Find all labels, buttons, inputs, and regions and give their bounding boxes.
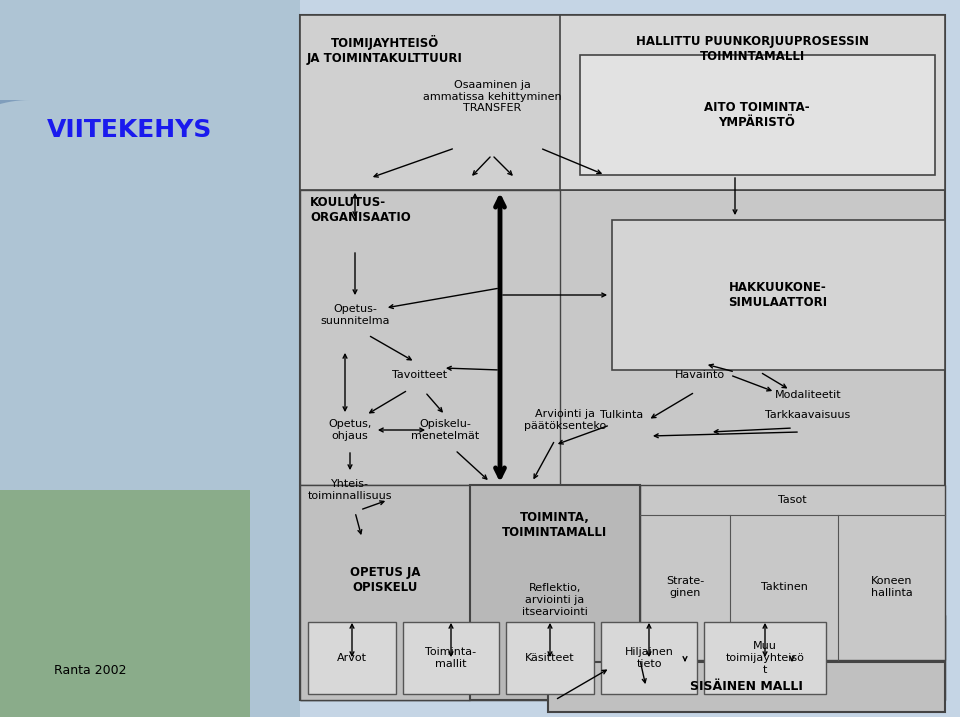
Bar — [612, 220, 945, 370]
Text: HALLITTU PUUNKORJUUPROSESSIN
TOIMINTAMALLI: HALLITTU PUUNKORJUUPROSESSIN TOIMINTAMAL… — [636, 35, 869, 63]
Bar — [640, 485, 945, 660]
Bar — [470, 485, 640, 700]
Bar — [0, 490, 250, 717]
Text: KOULUTUS-
ORGANISAATIO: KOULUTUS- ORGANISAATIO — [310, 196, 411, 224]
Text: Tarkkaavaisuus: Tarkkaavaisuus — [765, 410, 851, 420]
Text: Käsitteet: Käsitteet — [525, 653, 575, 663]
Bar — [308, 622, 396, 694]
Bar — [506, 622, 594, 694]
Text: Toiminta-
mallit: Toiminta- mallit — [425, 647, 476, 669]
Text: Reflektio,
arviointi ja
itsearviointi: Reflektio, arviointi ja itsearviointi — [522, 584, 588, 617]
Text: Ranta 2002: Ranta 2002 — [54, 663, 127, 677]
Bar — [548, 662, 945, 712]
Text: Yhteis-
toiminnallisuus: Yhteis- toiminnallisuus — [308, 479, 393, 500]
Polygon shape — [0, 100, 30, 680]
Text: Opiskelu-
menetelmät: Opiskelu- menetelmät — [411, 419, 479, 441]
Bar — [560, 15, 945, 190]
Text: SISÄINEN MALLI: SISÄINEN MALLI — [689, 680, 803, 693]
Bar — [403, 622, 499, 694]
Text: Havainto: Havainto — [675, 370, 725, 380]
Bar — [704, 622, 826, 694]
Text: VIITEKEHYS: VIITEKEHYS — [47, 118, 213, 142]
Text: Arvot: Arvot — [337, 653, 367, 663]
Text: Modaliteetit: Modaliteetit — [775, 390, 841, 400]
Bar — [300, 15, 945, 700]
Text: Arviointi ja
päätöksenteko: Arviointi ja päätöksenteko — [524, 409, 606, 431]
Bar — [300, 485, 470, 700]
Text: Opetus-
suunnitelma: Opetus- suunnitelma — [321, 304, 390, 326]
Text: HAKKUUKONE-
SIMULAATTORI: HAKKUUKONE- SIMULAATTORI — [729, 281, 828, 309]
Text: Tasot: Tasot — [778, 495, 806, 505]
Text: TOIMINTA,
TOIMINTAMALLI: TOIMINTA, TOIMINTAMALLI — [502, 511, 608, 539]
Text: Strate-
ginen: Strate- ginen — [666, 576, 704, 598]
Text: Tulkinta: Tulkinta — [600, 410, 643, 420]
Text: Opetus,
ohjaus: Opetus, ohjaus — [328, 419, 372, 441]
Bar — [300, 15, 945, 190]
Text: Koneen
hallinta: Koneen hallinta — [871, 576, 913, 598]
Text: AITO TOIMINTA-
YMPÄRISTÖ: AITO TOIMINTA- YMPÄRISTÖ — [705, 101, 810, 129]
Text: Hiljainen
tieto: Hiljainen tieto — [625, 647, 673, 669]
Text: Taktinen: Taktinen — [760, 582, 807, 592]
Text: Tavoitteet: Tavoitteet — [393, 370, 447, 380]
Text: Muu
toimijayhteisö
t: Muu toimijayhteisö t — [726, 642, 804, 675]
Text: Osaaminen ja
ammatissa kehittyminen
TRANSFER: Osaaminen ja ammatissa kehittyminen TRAN… — [422, 80, 562, 113]
Bar — [0, 0, 300, 717]
Bar — [601, 622, 697, 694]
Bar — [300, 615, 945, 700]
Bar — [580, 55, 935, 175]
Text: TOIMIJAYHTEISÖ
JA TOIMINTAKULTTUURI: TOIMIJAYHTEISÖ JA TOIMINTAKULTTUURI — [307, 35, 463, 65]
Bar — [300, 190, 560, 485]
Text: OPETUS JA
OPISKELU: OPETUS JA OPISKELU — [349, 566, 420, 594]
